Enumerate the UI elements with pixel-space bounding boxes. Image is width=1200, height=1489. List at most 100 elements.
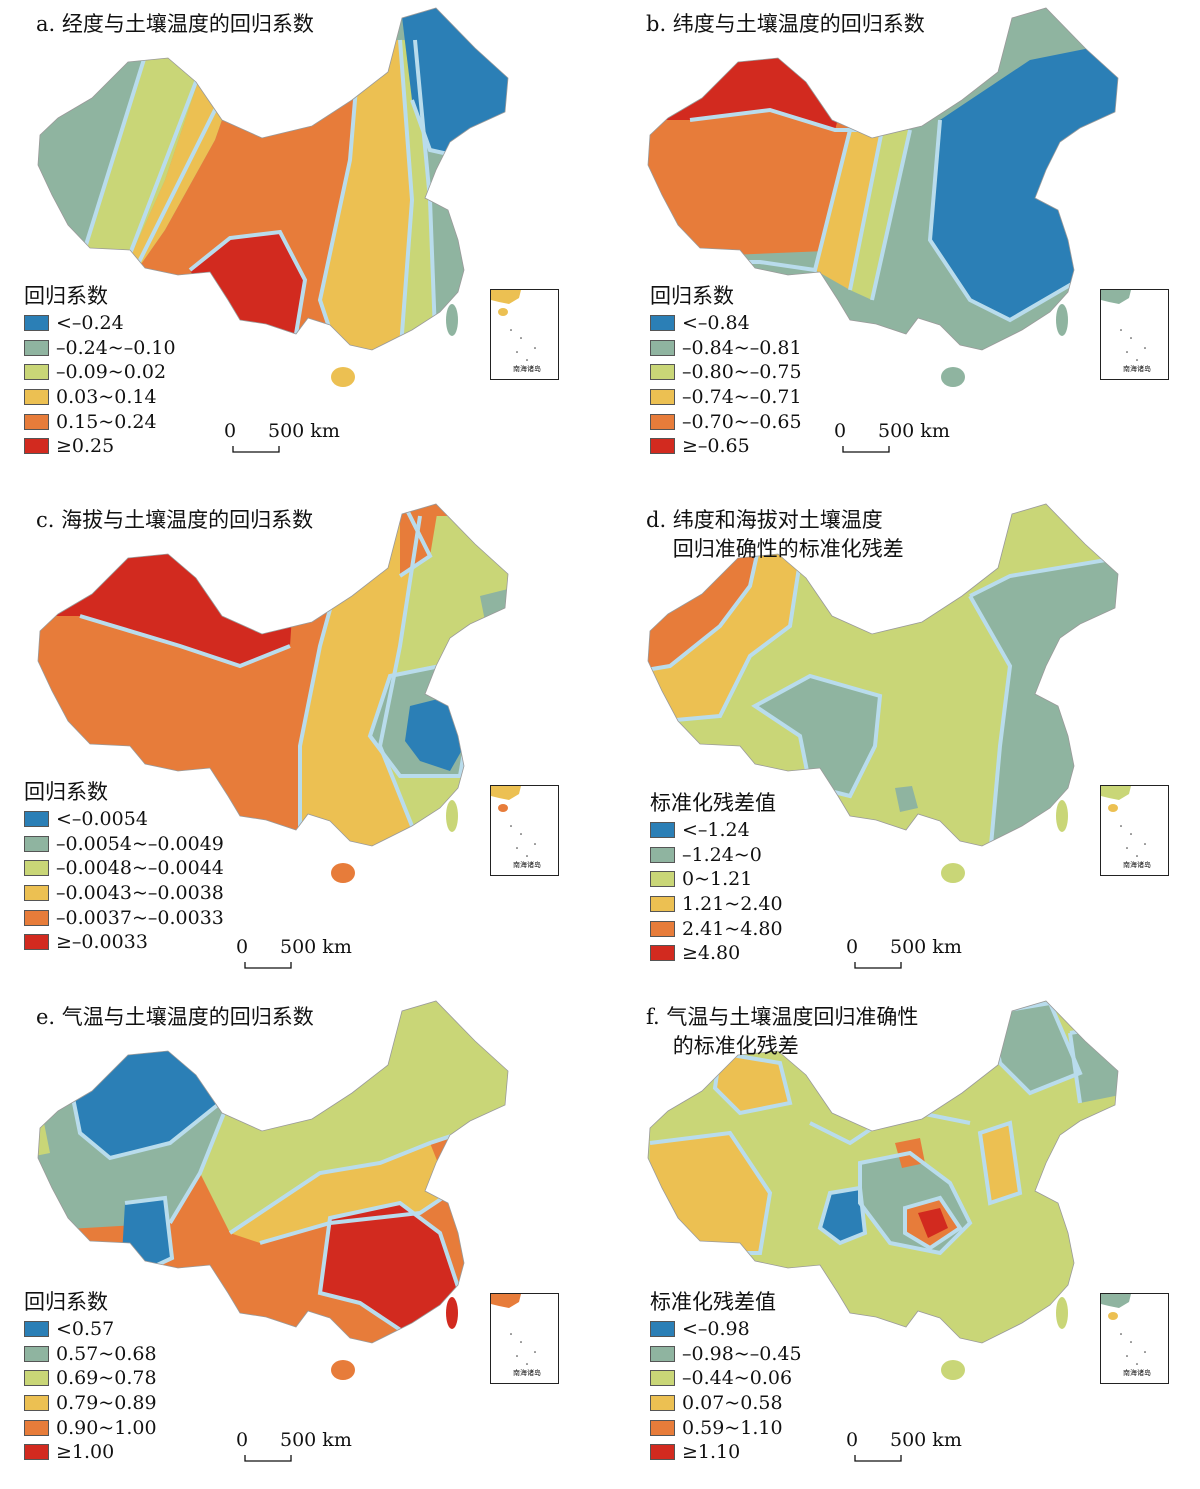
legend-item: 0~1.21 [650,867,783,892]
legend-swatch [650,1444,675,1461]
china-map-c [37,503,509,883]
south-china-sea-inset: 南海诸岛 [1100,785,1169,876]
legend-item: –0.98~–0.45 [650,1342,802,1367]
legend-item: 0.15~0.24 [24,409,176,434]
zone-c3 [850,130,910,300]
hainan-island [941,367,965,387]
legend-swatch [24,1444,49,1461]
panel-d: d. 纬度和海拔对土壤温度 回归准确性的标准化残差 标准化残差值 <–1.24 … [610,496,1200,992]
legend-swatch [650,364,675,381]
legend-swatch [650,389,675,406]
zone-c4 [300,516,420,846]
panel-f: f. 气温与土壤温度回归准确性 的标准化残差 标准化残差值 <–0.98 –0.… [610,993,1200,1489]
hainan-island [941,1360,965,1380]
zone-c4 [815,130,882,290]
legend-swatch [24,413,49,430]
zone-c6 [190,232,305,340]
legend-swatch [650,896,675,913]
panel-e: e. 气温与土壤温度的回归系数 回归系数 <0.57 0.57~0.68 0.6… [0,993,600,1489]
legend-item: <0.57 [24,1317,157,1342]
china-map-d [647,503,1119,883]
legend-swatch [650,871,675,888]
panel-title: e. 气温与土壤温度的回归系数 [36,1005,314,1029]
legend-item: –0.44~0.06 [650,1366,802,1391]
panel-a: a. 经度与土壤温度的回归系数 回归系数 <–0.24 –0.24~–0.10 … [0,0,600,496]
legend-swatch [650,822,675,839]
scale-bar: 0 500 km [236,1429,386,1469]
scale-bar: 0 500 km [846,936,996,976]
legend-swatch [24,438,49,455]
legend-swatch [650,1345,675,1362]
legend-item: <–0.84 [650,311,802,336]
legend-title: 回归系数 [24,284,108,308]
zone-c2b [480,586,508,646]
legend-swatch [650,438,675,455]
legend-swatch [24,860,49,877]
legend-item: ≥1.10 [650,1440,802,1465]
zone-c3b [400,40,436,350]
panel-title: c. 海拔与土壤温度的回归系数 [36,508,314,532]
zone-c2b [895,786,918,812]
legend-swatch [650,1419,675,1436]
legend-item: ≥1.00 [24,1440,157,1465]
legend-title: 回归系数 [24,780,108,804]
zone-c3 [75,40,212,280]
legend-swatch [650,1370,675,1387]
legend-swatch [24,835,49,852]
legend-item: 0.69~0.78 [24,1366,157,1391]
south-china-sea-inset: 南海诸岛 [1100,289,1169,380]
legend-item: –0.09~0.02 [24,360,176,385]
legend-swatch [24,315,49,332]
legend: 回归系数 <0.57 0.57~0.68 0.69~0.78 0.79~0.89… [24,1289,157,1465]
legend: 标准化残差值 <–1.24 –1.24~0 0~1.21 1.21~2.40 2… [650,790,783,966]
legend-item: –0.84~–0.81 [650,336,802,361]
legend-swatch [650,339,675,356]
zone-c4 [230,1143,450,1243]
panel-b: b. 纬度与土壤温度的回归系数 回归系数 <–0.84 –0.84~–0.81 … [610,0,1200,496]
legend-swatch [650,315,675,332]
panel-title: b. 纬度与土壤温度的回归系数 [646,12,925,36]
legend: 回归系数 <–0.0054 –0.0054~–0.0049 –0.0048~–0… [24,779,224,955]
hainan-island [331,1360,355,1380]
legend-item: 0.57~0.68 [24,1342,157,1367]
legend-item: 0.79~0.89 [24,1391,157,1416]
legend-item: ≥4.80 [650,941,783,966]
legend-item: <–0.0054 [24,807,224,832]
legend-item: 1.21~2.40 [650,892,783,917]
china-map-a [37,7,509,387]
legend-swatch [650,920,675,937]
zone-c2 [755,676,880,796]
legend-item: <–0.98 [650,1317,802,1342]
legend: 回归系数 <–0.84 –0.84~–0.81 –0.80~–0.75 –0.7… [650,283,802,459]
scale-bar: 0 500 km [834,420,984,460]
legend-item: –0.70~–0.65 [650,409,802,434]
legend-title: 回归系数 [24,1290,108,1314]
scale-bar: 0 500 km [236,936,386,976]
zone-c1 [820,1188,865,1243]
legend-item: –0.24~–0.10 [24,336,176,361]
panel-title: a. 经度与土壤温度的回归系数 [36,12,314,36]
zone-c1 [930,40,1118,320]
south-china-sea-inset: 南海诸岛 [490,289,559,380]
zone-c6 [918,1208,948,1238]
panel-title: f. 气温与土壤温度回归准确性 的标准化残差 [646,1005,919,1058]
legend-swatch [24,364,49,381]
taiwan-island [446,304,458,336]
zone-c4b [715,1053,790,1113]
zone-c6 [320,1203,460,1343]
panel-c: c. 海拔与土壤温度的回归系数 回归系数 <–0.0054 –0.0054~–0… [0,496,600,992]
hainan-island [941,863,965,883]
china-map-b [647,7,1119,387]
legend-swatch [24,339,49,356]
south-china-sea-inset: 南海诸岛 [1100,1293,1169,1384]
zone-c4b [320,40,412,350]
legend-item: –0.74~–0.71 [650,385,802,410]
legend-swatch [24,1370,49,1387]
legend-swatch [650,1321,675,1338]
legend-swatch [650,945,675,962]
legend-swatch [24,1395,49,1412]
legend-swatch [24,1345,49,1362]
legend-item: ≥–0.0033 [24,930,224,955]
legend-item: –0.80~–0.75 [650,360,802,385]
zone-c4c [980,1123,1020,1203]
